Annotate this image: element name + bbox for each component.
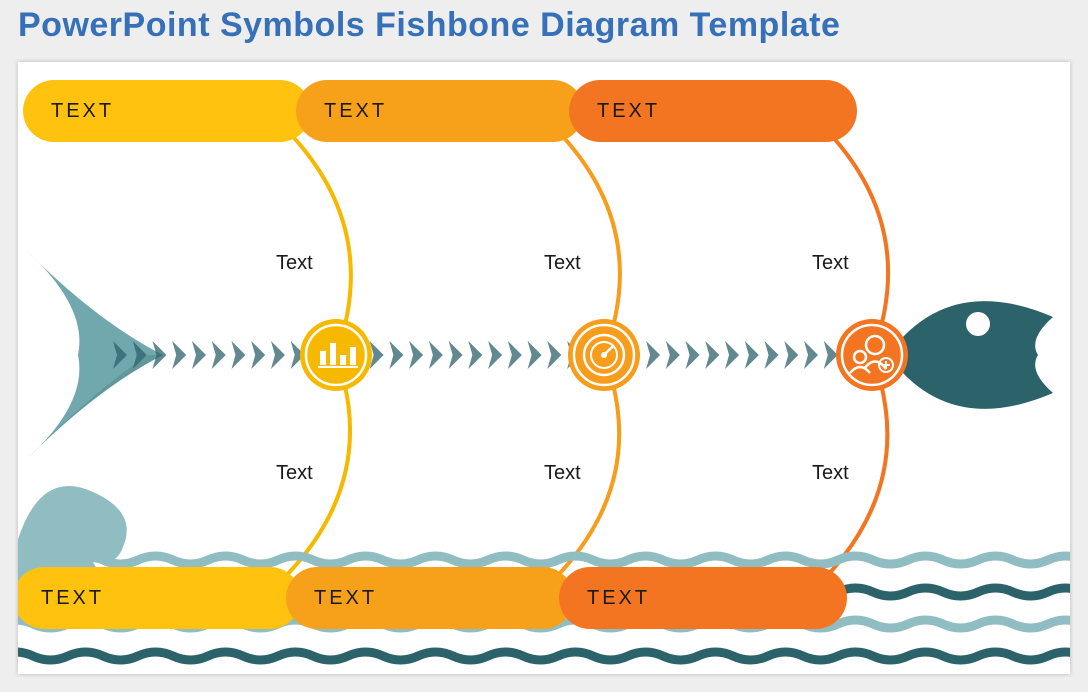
fish-head (888, 301, 1053, 409)
slide-canvas: TEXTTEXTTEXTTEXTTEXTTEXT TextTextTextTex… (18, 62, 1070, 674)
category-pill-bottom-2[interactable]: TEXT (286, 567, 574, 629)
spine-chevrons (113, 341, 877, 369)
cause-label-top-3[interactable]: Text (812, 252, 849, 275)
page-title: PowerPoint Symbols Fishbone Diagram Temp… (18, 6, 840, 45)
cause-label-bottom-2[interactable]: Text (544, 462, 581, 485)
category-pill-bottom-3[interactable]: TEXT (559, 567, 847, 629)
cause-label-bottom-1[interactable]: Text (276, 462, 313, 485)
cause-label-top-1[interactable]: Text (276, 252, 313, 275)
cause-label-top-2[interactable]: Text (544, 252, 581, 275)
cause-label-bottom-3[interactable]: Text (812, 462, 849, 485)
category-pill-bottom-1[interactable]: TEXT (18, 567, 301, 629)
category-pill-top-2[interactable]: TEXT (296, 80, 584, 142)
category-pill-top-3[interactable]: TEXT (569, 80, 857, 142)
gauge-icon (584, 335, 624, 375)
category-pill-top-1[interactable]: TEXT (23, 80, 311, 142)
